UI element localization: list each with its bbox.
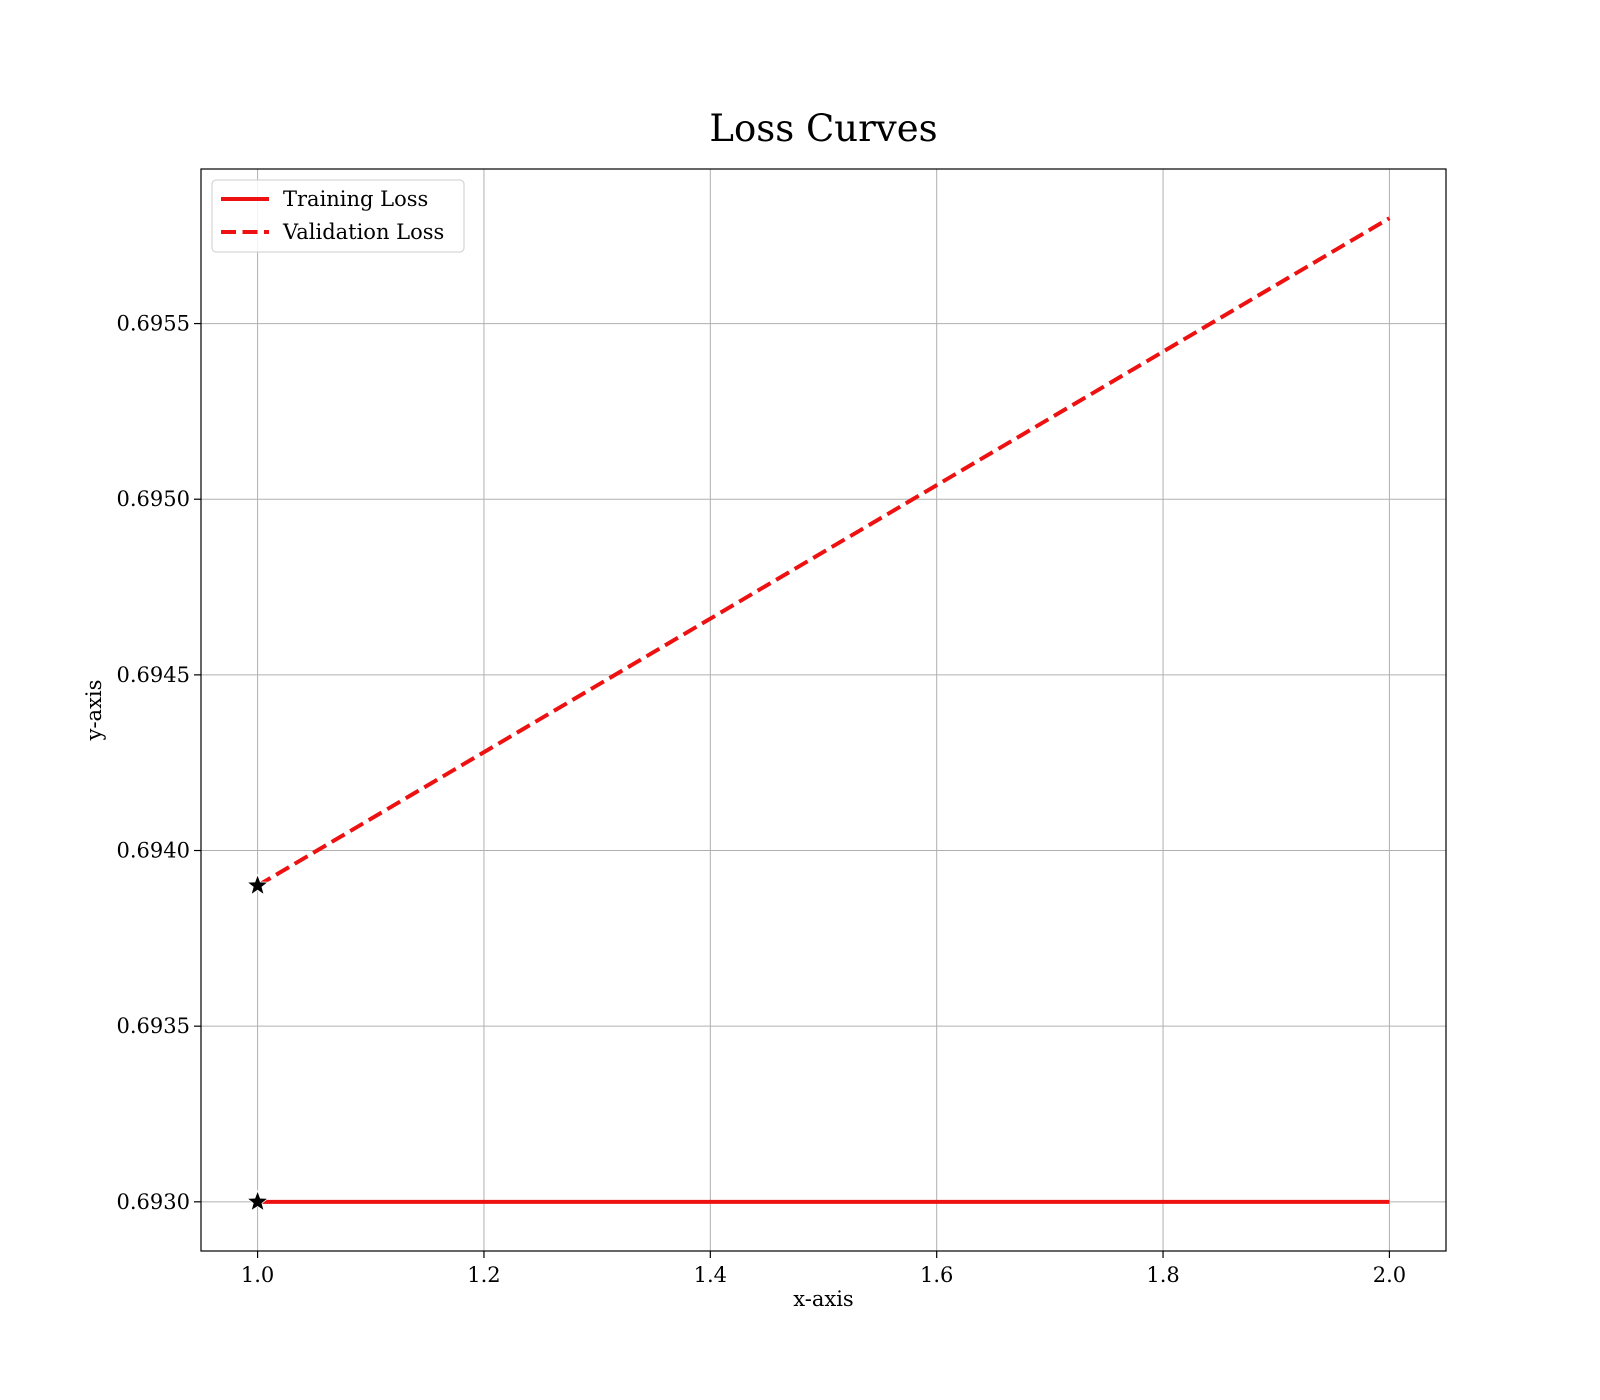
legend: Training Loss Validation Loss bbox=[211, 179, 465, 253]
y-tick-label: 0.6945 bbox=[117, 663, 190, 687]
x-tick-label: 1.4 bbox=[694, 1263, 727, 1287]
series-marker-0 bbox=[246, 1189, 270, 1212]
y-tick-label: 0.6930 bbox=[117, 1190, 190, 1214]
series-line-1 bbox=[256, 216, 1391, 888]
y-tick-label: 0.6935 bbox=[117, 1014, 190, 1038]
y-axis-label: y-axis bbox=[82, 680, 106, 742]
legend-box bbox=[211, 179, 465, 253]
legend-label: Training Loss bbox=[283, 187, 428, 211]
x-axis-ticks: 1.0 1.2 1.4 1.6 1.8 2.0 bbox=[241, 1251, 1406, 1287]
legend-label: Validation Loss bbox=[282, 220, 444, 244]
chart-title: Loss Curves bbox=[709, 107, 937, 150]
y-tick-label: 0.6950 bbox=[117, 487, 190, 511]
x-axis-label: x-axis bbox=[793, 1287, 853, 1311]
x-tick-label: 2.0 bbox=[1373, 1263, 1406, 1287]
x-tick-label: 1.6 bbox=[920, 1263, 953, 1287]
y-axis-ticks: 0.6930 0.6935 0.6940 0.6945 0.6950 0.6955 bbox=[117, 312, 201, 1214]
y-tick-label: 0.6955 bbox=[117, 312, 190, 336]
grid-lines bbox=[201, 169, 1446, 1251]
plot-frame bbox=[200, 168, 1447, 1252]
x-tick-label: 1.2 bbox=[467, 1263, 500, 1287]
x-tick-label: 1.0 bbox=[241, 1263, 274, 1287]
y-tick-label: 0.6940 bbox=[117, 839, 190, 863]
series-marker-1 bbox=[246, 873, 270, 896]
series-layer bbox=[246, 216, 1391, 1212]
x-tick-label: 1.8 bbox=[1146, 1263, 1179, 1287]
